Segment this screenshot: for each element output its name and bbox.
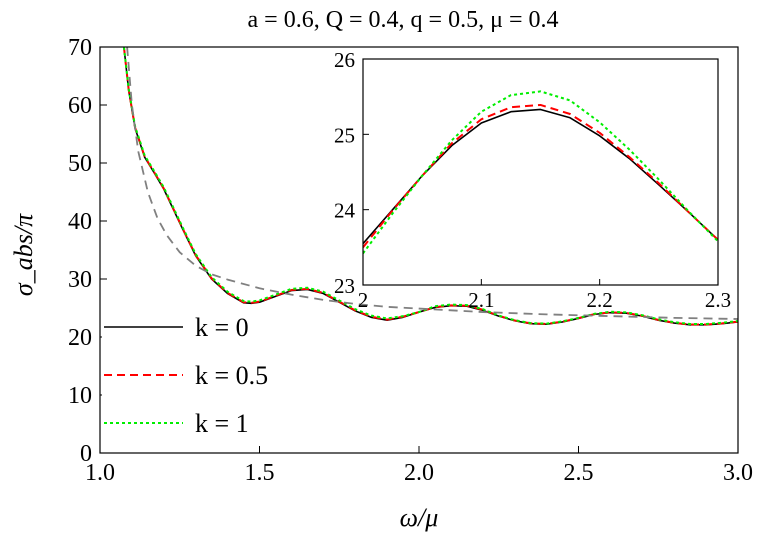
main-x-tick-label: 2.5 bbox=[564, 460, 594, 486]
main-y-tick-label: 10 bbox=[68, 383, 92, 409]
inset-x-tick-label: 2.2 bbox=[587, 288, 613, 312]
main-x-tick-label: 2.0 bbox=[404, 460, 434, 486]
legend: k = 0 k = 0.5 k = 1 bbox=[102, 310, 302, 440]
main-series-k-1 bbox=[122, 47, 738, 325]
main-y-tick-label: 0 bbox=[80, 441, 92, 467]
main-x-tick-label: 3.0 bbox=[723, 460, 753, 486]
main-y-tick-label: 50 bbox=[68, 151, 92, 177]
inset-y-tick-label: 25 bbox=[334, 123, 355, 147]
main-y-tick-label: 70 bbox=[68, 35, 92, 61]
inset-x-tick-label: 2 bbox=[358, 288, 369, 312]
inset-x-tick-label: 2.3 bbox=[705, 288, 731, 312]
legend-label-k0: k = 0 bbox=[195, 313, 249, 342]
main-y-tick-label: 40 bbox=[68, 209, 92, 235]
main-x-tick-label: 1.0 bbox=[85, 460, 115, 486]
main-y-tick-label: 60 bbox=[68, 93, 92, 119]
main-y-tick-label: 20 bbox=[68, 325, 92, 351]
inset-plot-frame bbox=[362, 58, 719, 286]
inset-y-tick-label: 24 bbox=[334, 199, 356, 223]
y-axis-title: σ_abs/π bbox=[9, 213, 38, 296]
main-plot-frame bbox=[99, 46, 739, 454]
main-y-tick-label: 30 bbox=[68, 267, 92, 293]
chart-title: a = 0.6, Q = 0.4, q = 0.5, μ = 0.4 bbox=[248, 7, 559, 33]
main-x-tick-label: 1.5 bbox=[245, 460, 275, 486]
main-plot-area: 1.0 1.5 2.0 2.5 3.0 0 10 20 30 40 50 60 70 bbox=[68, 35, 753, 486]
legend-label-k1: k = 1 bbox=[195, 409, 249, 438]
inset-x-tick-label: 2.1 bbox=[468, 288, 494, 312]
legend-label-k05: k = 0.5 bbox=[195, 361, 268, 390]
inset-series-k-1 bbox=[363, 90, 718, 254]
x-axis-title: ω/μ bbox=[400, 503, 439, 532]
inset-y-tick-label: 23 bbox=[334, 274, 355, 298]
inset-y-tick-label: 26 bbox=[334, 48, 355, 72]
main-series-reference bbox=[126, 47, 738, 320]
inset-plot-area: 2 2.1 2.2 2.3 23 24 25 26 bbox=[334, 48, 731, 312]
